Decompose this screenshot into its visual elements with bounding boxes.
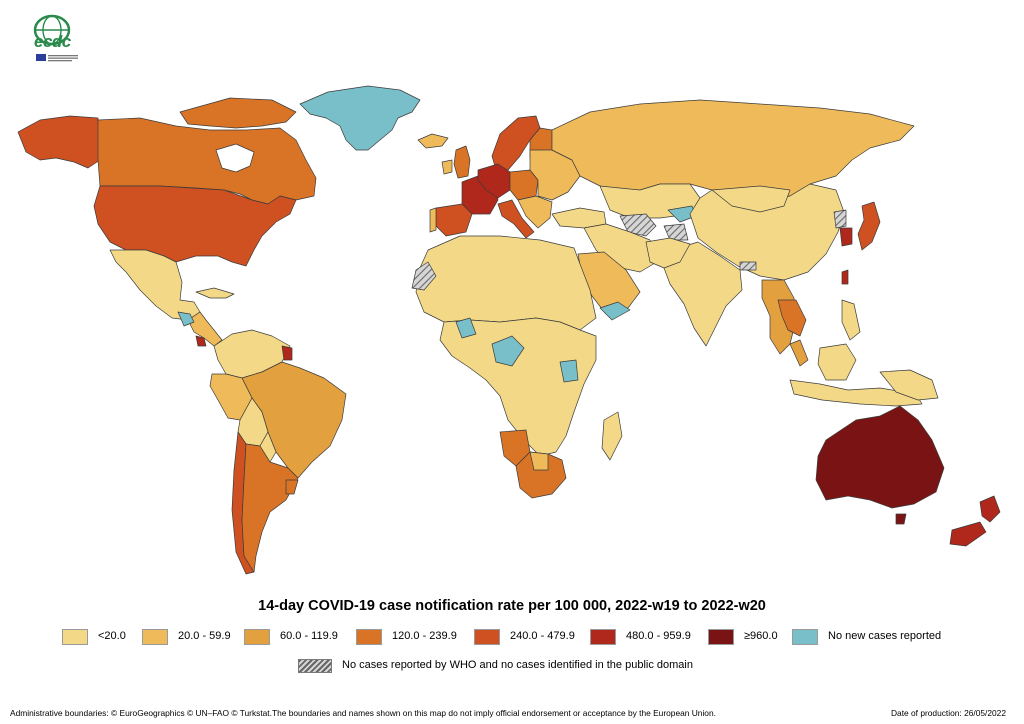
- legend-swatch: [792, 629, 818, 645]
- central-america[interactable]: [187, 311, 223, 347]
- legend-swatch: [244, 629, 270, 645]
- uruguay[interactable]: [285, 479, 299, 495]
- legend-swatch: [62, 629, 88, 645]
- north-africa[interactable]: [415, 235, 597, 331]
- ecdc-logo: [33, 14, 78, 62]
- alaska[interactable]: [17, 115, 101, 169]
- portugal[interactable]: [429, 207, 437, 233]
- cameroon-car[interactable]: [491, 335, 525, 367]
- bhutan-nepal[interactable]: [739, 261, 757, 271]
- united-kingdom[interactable]: [453, 145, 471, 179]
- legend-swatch: [142, 629, 168, 645]
- argentina[interactable]: [241, 443, 299, 573]
- legend-swatch: [590, 629, 616, 645]
- north-korea[interactable]: [833, 209, 847, 229]
- legend-label: 240.0 - 479.9: [510, 630, 575, 642]
- legend-swatch: [708, 629, 734, 645]
- southeast-asia[interactable]: [761, 279, 797, 355]
- legend-label: 120.0 - 239.9: [392, 630, 457, 642]
- attribution-text: Administrative boundaries: © EuroGeograp…: [10, 708, 716, 718]
- legend-no-data: No cases reported by WHO and no cases id…: [298, 658, 798, 676]
- production-date: Date of production: 26/05/2022: [890, 708, 1006, 718]
- malaysia[interactable]: [789, 339, 809, 367]
- tasmania[interactable]: [895, 513, 907, 525]
- tajikistan[interactable]: [663, 223, 689, 241]
- balkans[interactable]: [517, 195, 553, 229]
- papua[interactable]: [879, 369, 939, 401]
- logo-text: ecdc: [34, 32, 71, 51]
- western-sahara[interactable]: [411, 261, 437, 291]
- legend-swatch: [474, 629, 500, 645]
- world-map[interactable]: [0, 0, 1024, 590]
- germany-benelux[interactable]: [477, 163, 511, 199]
- botswana[interactable]: [529, 451, 549, 471]
- new-zealand-south[interactable]: [949, 521, 987, 547]
- canada-islands[interactable]: [179, 97, 297, 129]
- taiwan[interactable]: [841, 269, 849, 285]
- pakistan-afghanistan[interactable]: [645, 237, 691, 269]
- cuba[interactable]: [195, 287, 235, 299]
- honduras[interactable]: [177, 311, 195, 327]
- ireland[interactable]: [441, 159, 453, 175]
- hudson-bay: [215, 143, 255, 173]
- west-africa-blue[interactable]: [455, 317, 477, 339]
- turkey[interactable]: [551, 207, 607, 229]
- australia[interactable]: [815, 405, 945, 509]
- legend: <20.0 20.0 - 59.9 60.0 - 119.9 120.0 - 2…: [62, 628, 1012, 646]
- turkmenistan[interactable]: [619, 213, 657, 237]
- yemen[interactable]: [599, 301, 631, 321]
- central-africa[interactable]: [439, 317, 597, 457]
- mexico[interactable]: [109, 249, 201, 321]
- spain[interactable]: [435, 203, 473, 237]
- legend-label: 480.0 - 959.9: [626, 630, 691, 642]
- costa-rica[interactable]: [195, 335, 207, 347]
- legend-label: 60.0 - 119.9: [280, 630, 338, 642]
- eu-flag-icon: [36, 54, 46, 61]
- map-title: 14-day COVID-19 case notification rate p…: [258, 598, 766, 614]
- legend-label: <20.0: [98, 630, 126, 642]
- india[interactable]: [663, 241, 743, 347]
- hatched-swatch: [298, 659, 332, 673]
- italy[interactable]: [497, 199, 535, 239]
- new-zealand-north[interactable]: [979, 495, 1001, 523]
- philippines[interactable]: [841, 299, 861, 341]
- borneo[interactable]: [817, 343, 857, 381]
- south-korea[interactable]: [839, 227, 853, 247]
- japan[interactable]: [857, 201, 881, 251]
- iceland[interactable]: [417, 133, 449, 149]
- legend-label: ≥960.0: [744, 630, 778, 642]
- legend-label: 20.0 - 59.9: [178, 630, 231, 642]
- greenland[interactable]: [299, 85, 421, 151]
- french-guiana[interactable]: [281, 345, 293, 361]
- legend-no-data-label: No cases reported by WHO and no cases id…: [342, 659, 693, 671]
- united-states[interactable]: [93, 185, 297, 267]
- legend-swatch: [356, 629, 382, 645]
- mongolia[interactable]: [711, 185, 791, 213]
- madagascar[interactable]: [601, 411, 623, 461]
- legend-label: No new cases reported: [828, 630, 942, 642]
- laos-vietnam[interactable]: [777, 299, 807, 337]
- tanzania[interactable]: [559, 359, 579, 383]
- indonesia[interactable]: [789, 379, 923, 407]
